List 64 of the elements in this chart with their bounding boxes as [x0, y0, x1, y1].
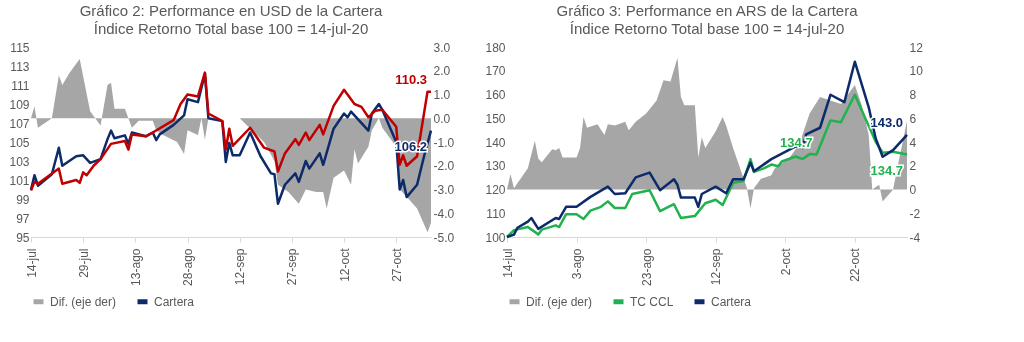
data-label: 134.7: [870, 162, 903, 178]
x-tick-label: 2-oct: [778, 247, 793, 276]
y2-tick-label: -4.0: [433, 206, 455, 221]
y-tick-label: 99: [16, 192, 30, 207]
x-tick-label: 22-oct: [848, 247, 863, 282]
y-tick-label: 100: [485, 230, 506, 245]
y2-tick-label: 8: [909, 88, 917, 102]
x-tick-label: 14-jul: [500, 248, 515, 278]
y-tick-label: 130: [485, 159, 506, 174]
chart-title: Gráfico 3: Performance en ARS de la Cartera: [556, 2, 859, 19]
y-tick-label: 110: [486, 206, 506, 221]
y-tick-label: 120: [485, 183, 506, 197]
chart-title: Gráfico 2: Performance en USD de la Cartera: [79, 2, 383, 19]
y-tick-label: 113: [10, 59, 30, 74]
y-tick-label: 103: [9, 154, 30, 169]
y2-tick-label: -5.0: [433, 230, 455, 245]
y2-tick-label: 6: [909, 111, 917, 126]
y-tick-label: 150: [485, 111, 506, 126]
y-tick-label: 97: [16, 211, 30, 226]
legend-label: Dif. (eje der): [526, 294, 593, 309]
y-tick-label: 107: [9, 116, 30, 131]
y-tick-label: 101: [9, 173, 30, 188]
x-tick-label: 12-sep: [233, 248, 248, 286]
y-tick-label: 180: [485, 40, 506, 55]
x-tick-label: 14-jul: [24, 248, 39, 278]
y2-tick-label: 10: [909, 64, 924, 79]
y2-tick-label: -1.0: [433, 135, 455, 150]
y-tick-label: 111: [11, 78, 30, 93]
y2-tick-label: 2: [909, 159, 917, 174]
y-tick-label: 170: [485, 64, 506, 79]
y-tick-label: 105: [9, 135, 30, 150]
y2-tick-label: 12: [909, 40, 924, 55]
legend-label: Cartera: [711, 294, 752, 309]
y-tick-label: 109: [9, 97, 30, 112]
x-tick-label: 23-ago: [639, 248, 654, 286]
y2-tick-label: 2.0: [433, 64, 451, 79]
y2-tick-label: 0: [909, 183, 917, 197]
x-tick-label: 27-oct: [389, 247, 404, 282]
line-series: [505, 93, 909, 239]
line-series: [505, 60, 909, 239]
legend-label: Cartera: [154, 294, 195, 309]
y-tick-label: 140: [485, 135, 506, 150]
y2-tick-label: -2.0: [433, 159, 455, 174]
x-tick-label: 13-ago: [128, 248, 143, 286]
y2-tick-label: -2: [909, 206, 921, 221]
x-tick-label: 3-ago: [570, 248, 585, 280]
y2-tick-label: -4: [909, 230, 921, 245]
legend-label: Dif. (eje der): [50, 294, 117, 309]
y-tick-label: 160: [485, 88, 506, 102]
x-tick-label: 28-ago: [181, 248, 196, 286]
x-tick-label: 12-sep: [709, 248, 724, 286]
y2-tick-label: 3.0: [433, 40, 451, 55]
chart-subtitle: Índice Retorno Total base 100 = 14-jul-20: [569, 20, 845, 37]
y-tick-label: 95: [16, 230, 30, 245]
y2-tick-label: 4: [909, 135, 917, 150]
x-tick-label: 12-oct: [337, 247, 352, 282]
chart-subtitle: Índice Retorno Total base 100 = 14-jul-20: [93, 20, 369, 37]
y-tick-label: 115: [10, 40, 30, 55]
y2-tick-label: -3.0: [433, 183, 455, 197]
y2-tick-label: 1.0: [433, 88, 451, 102]
x-tick-label: 27-sep: [285, 248, 300, 286]
y2-tick-label: 0.0: [433, 111, 451, 126]
legend-label: TC CCL: [630, 294, 674, 309]
x-tick-label: 29-jul: [76, 248, 91, 278]
